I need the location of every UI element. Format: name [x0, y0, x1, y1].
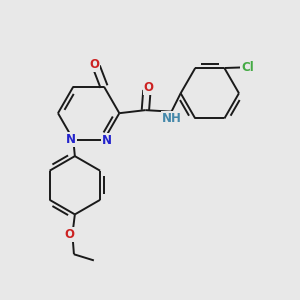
Text: O: O [144, 81, 154, 94]
Text: O: O [64, 228, 74, 241]
Text: N: N [66, 133, 76, 146]
Text: O: O [89, 58, 100, 71]
Text: N: N [101, 134, 111, 147]
Text: Cl: Cl [241, 61, 254, 74]
Text: NH: NH [162, 112, 182, 125]
